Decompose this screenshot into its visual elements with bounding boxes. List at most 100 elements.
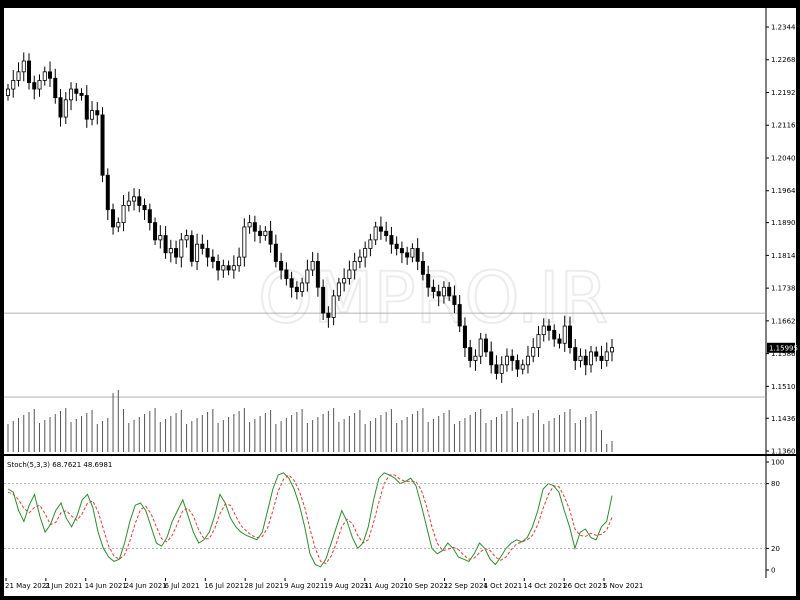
price-tick-label: 1.15860 <box>771 350 800 358</box>
candle-bullish <box>126 200 131 206</box>
candle-bearish <box>294 286 299 292</box>
candle-bearish <box>79 92 84 96</box>
candle-bearish <box>258 230 263 236</box>
candle-bullish <box>21 60 26 73</box>
candle-bullish <box>478 338 483 357</box>
candle-bearish <box>468 347 473 361</box>
candle-bearish <box>420 261 425 275</box>
candle-bearish <box>321 286 326 314</box>
candle-bearish <box>279 261 284 271</box>
candle-bearish <box>599 355 604 361</box>
candle-bearish <box>189 235 194 262</box>
candle-bullish <box>536 334 541 348</box>
candle-bearish <box>95 110 100 116</box>
candle-bullish <box>247 222 252 228</box>
price-tick-label: 1.14360 <box>771 415 800 423</box>
candle-bearish <box>394 243 399 249</box>
candle-bearish <box>399 248 404 254</box>
candle-bullish <box>11 80 16 90</box>
candle-bearish <box>105 174 110 211</box>
price-tick-label: 1.22680 <box>771 56 800 64</box>
candle-bullish <box>195 243 200 262</box>
candle-bearish <box>226 265 231 271</box>
indicator-tick-label: 80 <box>771 480 780 488</box>
candle-bullish <box>610 347 615 353</box>
candle-bullish <box>520 364 525 370</box>
candle-bullish <box>310 261 315 271</box>
candle-bearish <box>594 351 599 357</box>
candle-bearish <box>100 114 105 176</box>
candle-bullish <box>352 261 357 271</box>
candle-bullish <box>184 235 189 241</box>
indicator-tick-label: 0 <box>771 567 775 575</box>
candle-bullish <box>331 295 336 318</box>
time-tick-label: 26 Oct 2021 <box>563 582 606 590</box>
candle-bullish <box>305 269 310 284</box>
stoch-signal-line <box>7 474 613 565</box>
candle-bearish <box>457 304 462 327</box>
candle-bearish <box>583 355 588 366</box>
candle-bullish <box>473 355 478 361</box>
candle-bearish <box>210 256 215 262</box>
candle-bearish <box>378 226 383 232</box>
time-tick-label: 31 Aug 2021 <box>364 582 409 590</box>
candle-bearish <box>557 338 562 344</box>
price-tick-label: 1.17380 <box>771 285 800 293</box>
current-price-label: 1.15995 <box>769 344 798 352</box>
price-axis-area <box>766 8 796 454</box>
price-tick-label: 1.18140 <box>771 252 800 260</box>
candle-bullish <box>541 325 546 336</box>
price-axis-ticks: 1.23440 1.22680 1.21920 1.21160 1.20400 1.196… <box>766 24 800 456</box>
candle-bearish <box>268 230 273 245</box>
candle-bearish <box>462 325 467 348</box>
time-tick-label: 24 Jun 2021 <box>125 582 167 590</box>
candle-bearish <box>74 88 79 94</box>
candle-bearish <box>436 291 441 297</box>
candle-bearish <box>27 60 32 83</box>
candle-bearish <box>147 209 152 224</box>
candle-bullish <box>578 355 583 361</box>
stochastic-lines <box>7 472 613 568</box>
candle-bearish <box>53 77 58 99</box>
candle-bearish <box>552 329 557 340</box>
candle-bullish <box>336 282 341 297</box>
candle-bearish <box>494 364 499 374</box>
candle-bullish <box>562 325 567 344</box>
candle-bullish <box>531 347 536 357</box>
candle-bullish <box>132 196 137 202</box>
candle-bearish <box>415 248 420 262</box>
candle-bullish <box>263 230 268 236</box>
candle-bearish <box>489 351 494 366</box>
candle-bullish <box>588 351 593 366</box>
time-tick-label: 4 Oct 2021 <box>483 582 522 590</box>
candle-bearish <box>205 248 210 258</box>
candle-bullish <box>116 222 121 228</box>
candle-bearish <box>452 295 457 305</box>
candle-bearish <box>58 97 63 118</box>
current-price-badge <box>767 342 795 353</box>
indicator-axis-ticks: 100 80 20 0 <box>4 459 784 575</box>
time-tick-label: 16 Jul 2021 <box>204 582 244 590</box>
candles <box>6 52 615 383</box>
candle-bullish <box>242 226 247 258</box>
time-tick-label: 9 Aug 2021 <box>284 582 324 590</box>
time-tick-label: 10 Sep 2021 <box>404 582 448 590</box>
indicator-tick-label: 100 <box>771 459 784 467</box>
candle-bullish <box>525 355 530 366</box>
price-tick-label: 1.20400 <box>771 154 800 162</box>
price-tick-label: 1.13600 <box>771 448 800 456</box>
candle-bearish <box>573 347 578 361</box>
candle-bullish <box>357 256 362 262</box>
candle-bullish <box>347 269 352 280</box>
time-axis-area <box>4 578 796 596</box>
candle-bullish <box>231 265 236 271</box>
indicator-label: Stoch(5,3,3) 68.7621 48.6981 <box>7 461 112 469</box>
candle-bullish <box>363 248 368 258</box>
candle-bullish <box>168 248 173 254</box>
candle-bearish <box>426 273 431 288</box>
time-tick-label: 22 Sep 2021 <box>444 582 488 590</box>
candle-bearish <box>515 360 520 370</box>
candle-bullish <box>37 80 42 90</box>
